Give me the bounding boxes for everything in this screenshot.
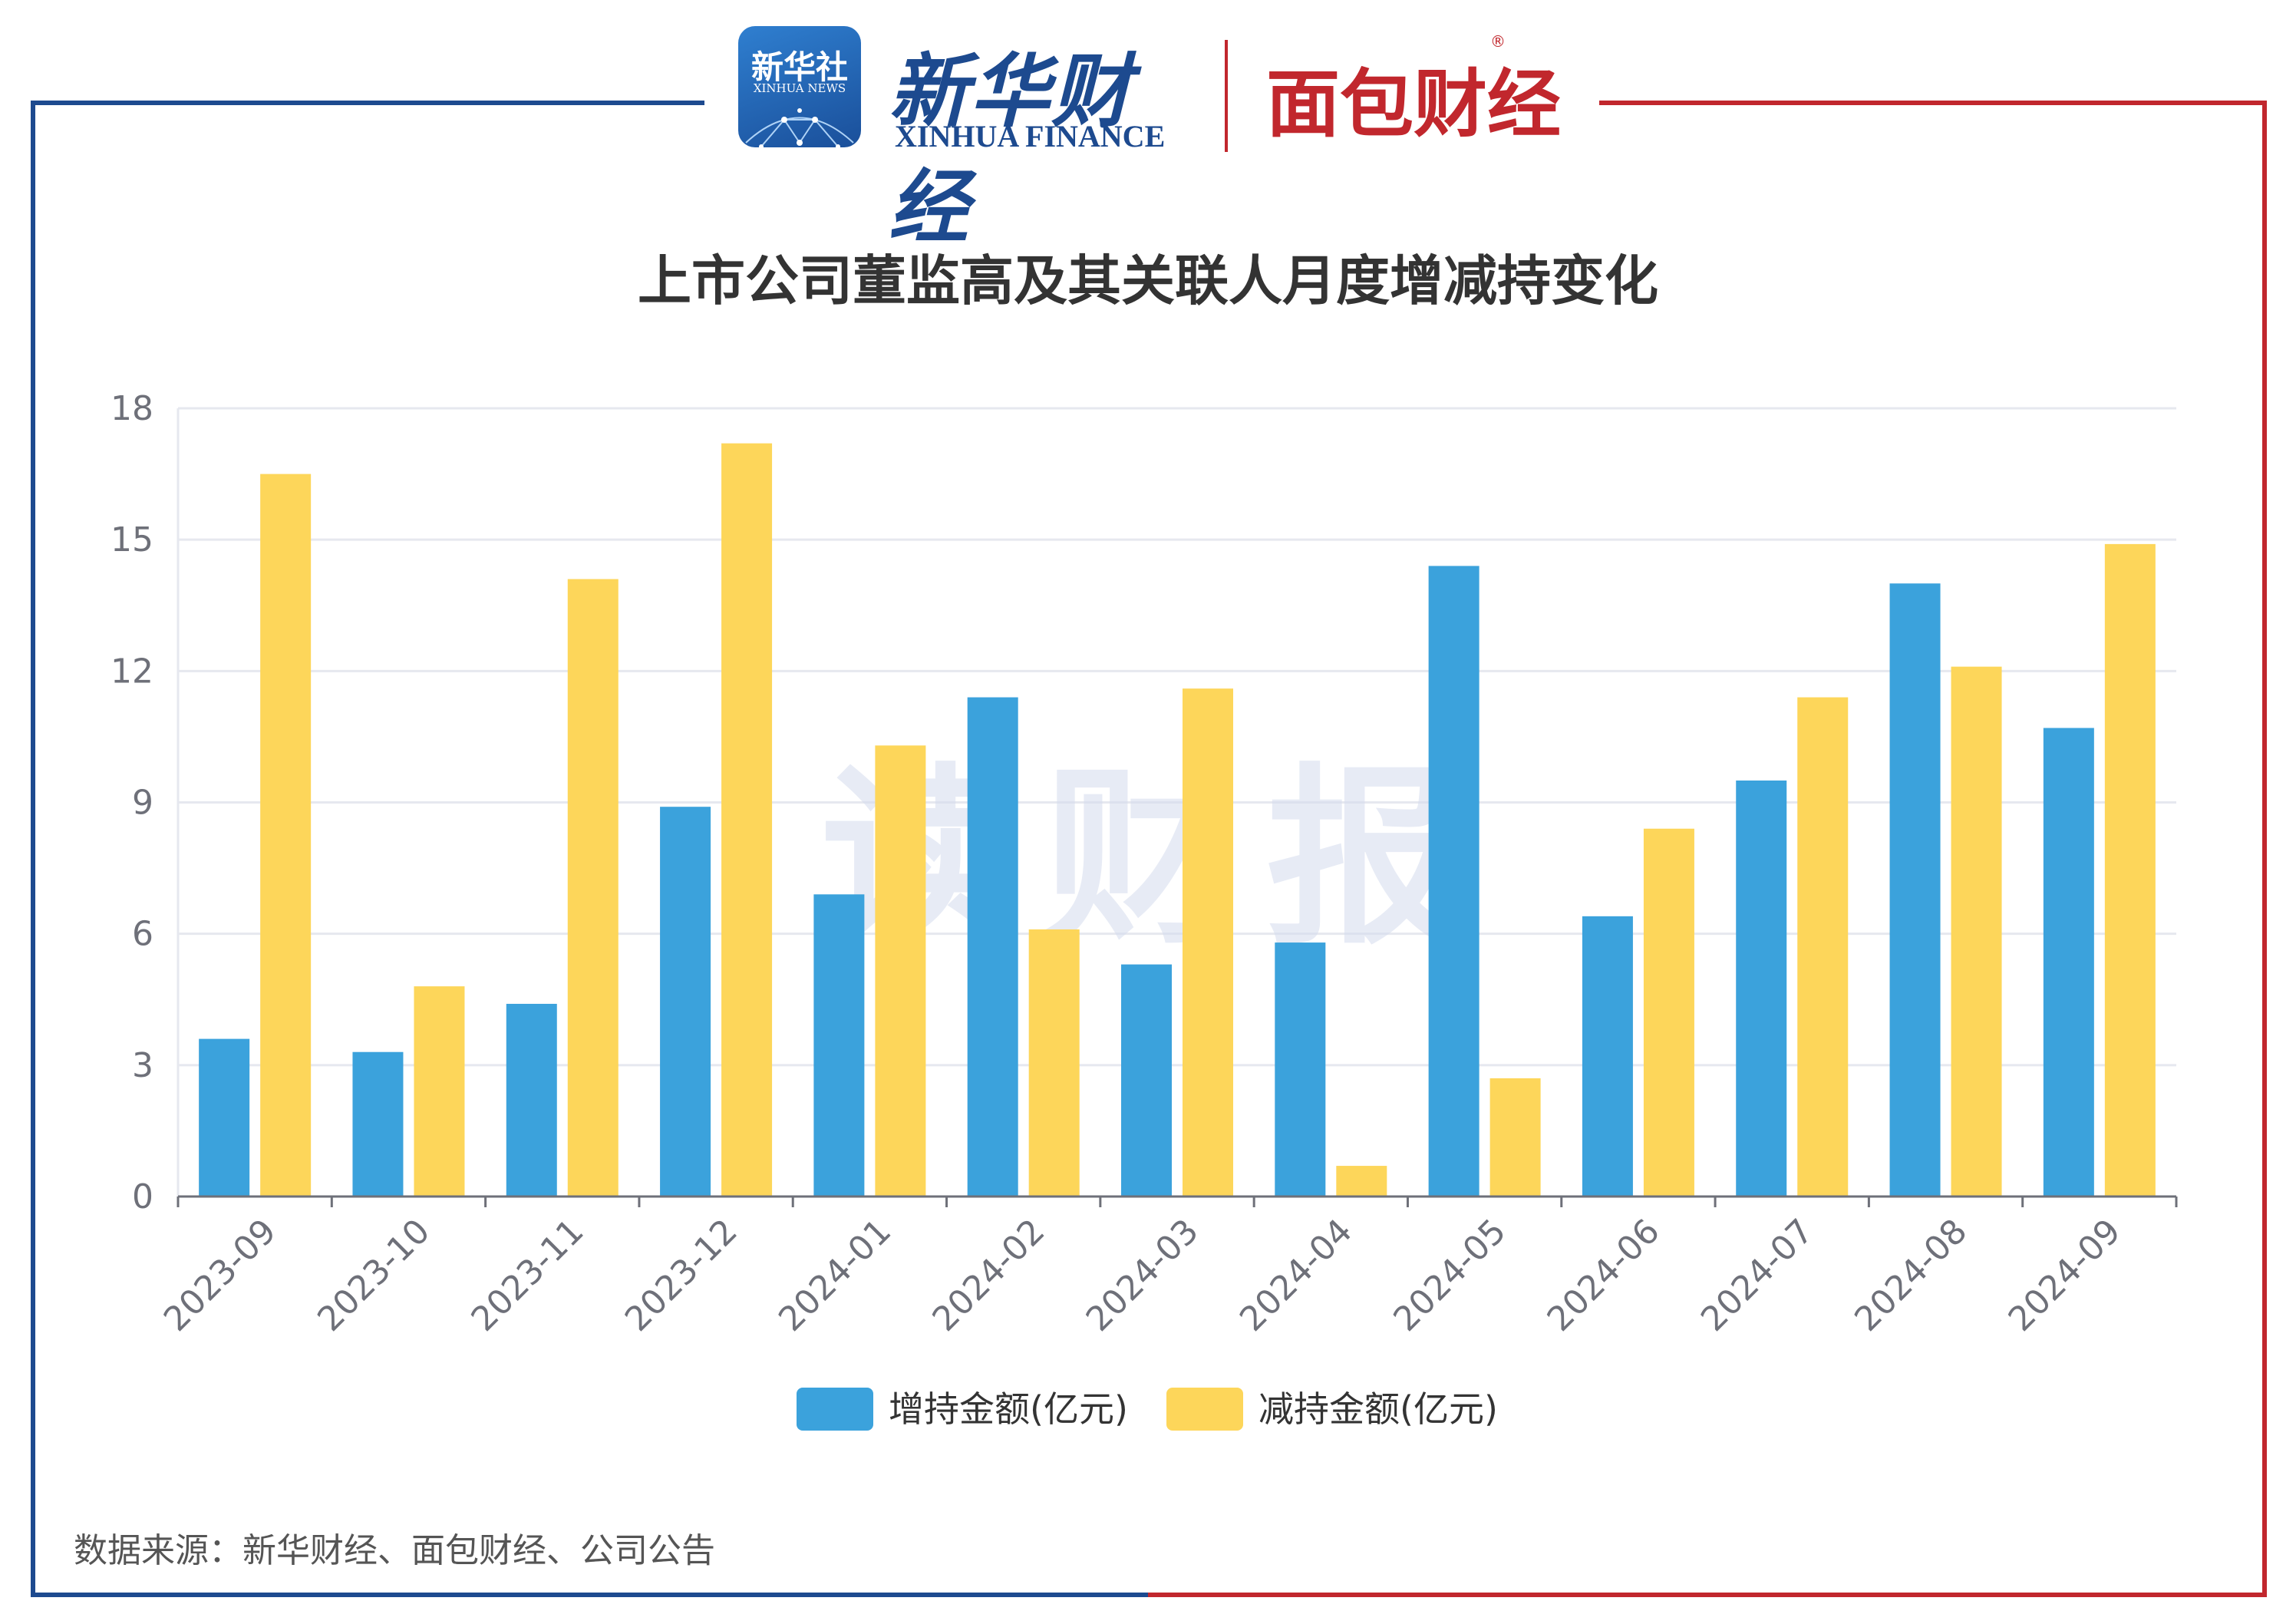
x-tick-label: 2023-11 [463,1212,591,1339]
increase-bar [1582,916,1633,1197]
x-tick-label: 2024-02 [925,1212,1052,1339]
decrease-bar [875,745,926,1197]
increase-bar [1428,566,1480,1197]
frame-top-right [1599,101,2267,105]
x-tick-label: 2023-09 [157,1212,284,1339]
increase-bar [352,1051,404,1197]
y-tick-label: 18 [111,389,153,428]
x-tick-label: 2024-08 [1847,1212,1974,1339]
decrease-bar [721,443,773,1197]
logo-divider [1225,40,1228,152]
frame-right [2262,101,2267,1597]
x-tick-label: 2024-09 [2001,1212,2129,1339]
x-tick-label: 2024-06 [1540,1212,1668,1339]
source-note: 数据来源：新华财经、面包财经、公司公告 [74,1531,715,1570]
mianbao-caijing-logo: 面包财经 ® [1266,32,1581,147]
increase-bar [813,894,865,1197]
xinhua-finance-logo-cn: 新华财经 [889,44,1133,254]
increase-bar [506,1003,557,1197]
decrease-bar [1951,666,2002,1197]
xinhua-finance-logo-en: XINHUA FINANCE [895,119,1166,153]
x-tick-label: 2023-10 [310,1212,437,1339]
legend-swatch [797,1388,873,1431]
increase-bar [1275,942,1326,1197]
y-tick-label: 9 [132,784,153,823]
decrease-bar [1797,697,1849,1197]
registered-mark-icon: ® [1490,32,1506,51]
frame-top-left [31,101,704,105]
decrease-bar [2104,543,2156,1197]
y-tick-label: 15 [111,520,153,559]
frame-bottom-left [31,1593,1148,1597]
decrease-bar [1489,1078,1541,1197]
increase-bar [1121,964,1172,1197]
frame-left [31,101,35,1597]
legend-swatch [1166,1388,1243,1431]
x-tick-label: 2024-04 [1232,1212,1360,1339]
network-globe-icon [745,108,854,147]
watermark: 读财报 [821,747,1489,970]
xinhua-news-logo-cn: 新华社 [750,48,848,86]
increase-bar [967,697,1018,1197]
chart-title: 上市公司董监高及其关联人月度增减持变化 [638,249,1658,312]
legend-label: 增持金额(亿元) [889,1388,1128,1430]
x-tick-label: 2024-07 [1694,1212,1821,1339]
legend-label: 减持金额(亿元) [1259,1388,1498,1430]
xinhua-news-logo: 新华社 XINHUA NEWS [738,26,861,147]
decrease-bar [1028,929,1080,1197]
xinhua-finance-logo: 新华财经 XINHUA FINANCE [882,21,1182,254]
decrease-bar [260,474,312,1197]
y-tick-label: 6 [132,915,153,954]
y-tick-label: 3 [132,1046,153,1085]
decrease-bar [1336,1166,1387,1197]
x-tick-label: 2024-05 [1386,1212,1513,1339]
increase-bar [199,1038,250,1197]
decrease-bar [414,986,465,1197]
xinhua-news-logo-en: XINHUA NEWS [753,81,846,95]
mianbao-caijing-logo-cn: 面包财经 [1266,61,1561,147]
x-tick-label: 2023-12 [618,1212,745,1339]
x-tick-label: 2024-03 [1079,1212,1206,1339]
decrease-bar [1183,688,1233,1197]
increase-bar [2043,728,2094,1197]
decrease-bar [567,579,619,1197]
decrease-bar [1643,828,1694,1197]
increase-bar [1736,780,1787,1197]
frame-bottom-right [1148,1593,2267,1597]
increase-bar [1889,583,1941,1197]
increase-bar [660,807,711,1197]
y-tick-label: 12 [111,652,153,691]
y-tick-label: 0 [132,1177,153,1216]
x-tick-label: 2024-01 [771,1212,899,1339]
